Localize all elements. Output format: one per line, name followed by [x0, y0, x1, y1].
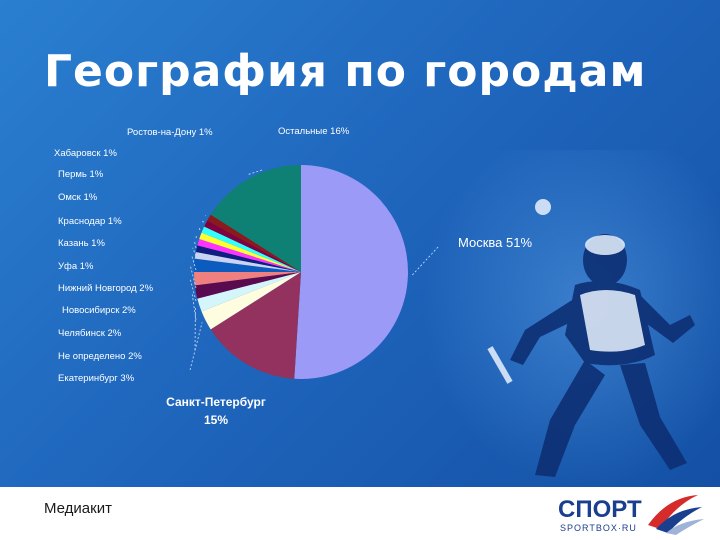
- slice-label: Уфа 1%: [58, 261, 94, 272]
- footer-bar: Медиакит СПОРТ SPORTBOX·RU: [0, 487, 720, 540]
- leader-line: [198, 227, 201, 231]
- pie-slice: [199, 232, 301, 272]
- pie-slice: [197, 272, 301, 312]
- pie-slice: [201, 226, 301, 272]
- pie-slice: [197, 238, 301, 272]
- slice-label: Екатеринбург 3%: [58, 373, 135, 384]
- slice-label: Остальные 16%: [278, 126, 350, 137]
- slice-label: Москва 51%: [458, 235, 532, 250]
- pie-slice: [195, 245, 301, 272]
- slice-label: Краснодар 1%: [58, 216, 122, 227]
- slice-label: Санкт-Петербург 15%: [166, 395, 266, 427]
- slice-label: Казань 1%: [58, 238, 105, 249]
- pie-slice: [210, 272, 301, 379]
- leader-line: [191, 292, 197, 321]
- leader-line: [247, 169, 263, 176]
- leader-line: [189, 322, 203, 371]
- logo-subtext: SPORTBOX·RU: [560, 523, 637, 533]
- leader-line: [195, 234, 197, 239]
- logo-text: СПОРТ: [558, 496, 642, 523]
- page-title: География по городам: [44, 46, 647, 97]
- tennis-player-photo: [487, 199, 695, 477]
- pie-slice: [207, 214, 301, 272]
- slice-label: Не определено 2%: [58, 351, 142, 362]
- sportbox-logo: СПОРТ SPORTBOX·RU: [558, 495, 704, 535]
- slice-label: Пермь 1%: [58, 169, 104, 180]
- pie-slice: [204, 220, 301, 272]
- pie-slice: [193, 272, 301, 286]
- leader-line: [191, 254, 197, 271]
- slice-label: Нижний Новгород 2%: [58, 283, 154, 294]
- pie-slice: [194, 251, 301, 272]
- pie-slice: [294, 165, 408, 379]
- leader-line: [205, 215, 207, 217]
- slice-label: Ростов-на-Дону 1%: [127, 127, 213, 138]
- leader-line: [411, 246, 439, 276]
- footer-label: Медиакит: [44, 500, 112, 517]
- slice-label: Омск 1%: [58, 192, 98, 203]
- pie-slice: [194, 272, 301, 299]
- pie-chart: Москва 51% Санкт-Петербург 15% Екатеринбург…: [54, 126, 532, 427]
- leader-line: [192, 247, 197, 257]
- pie-slice: [210, 165, 301, 272]
- pie-slice: [201, 272, 301, 330]
- pie-slice: [194, 258, 301, 272]
- slice-label: Новосибирск 2%: [62, 305, 136, 316]
- slice-label: Хабаровск 1%: [54, 148, 117, 159]
- leader-line: [194, 240, 197, 249]
- slice-label: Челябинск 2%: [58, 328, 122, 339]
